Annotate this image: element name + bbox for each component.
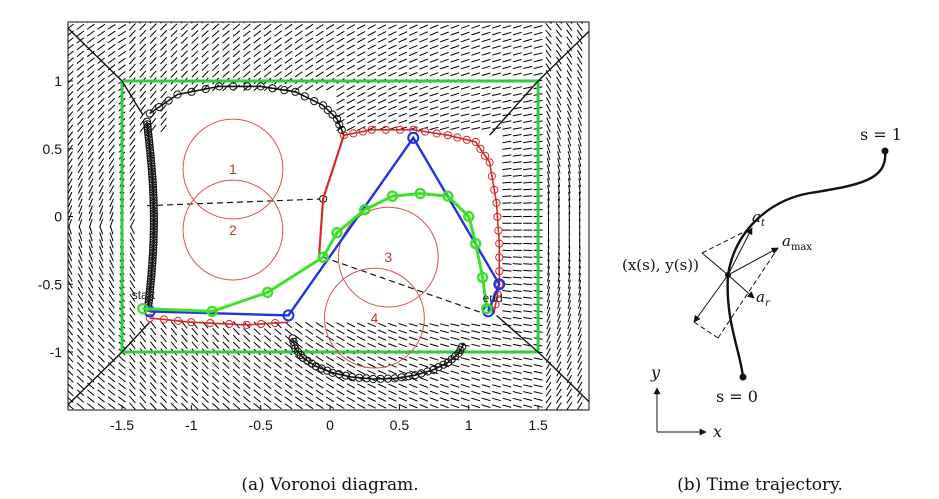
label-ar: ar: [756, 288, 771, 309]
x-axis-ticks: -1.5 -1 -0.5 0 0.5 1 1.5: [110, 405, 548, 433]
obstacle-label: 4: [371, 310, 379, 326]
dashed-edge-1: [693, 321, 719, 339]
paths: start end: [132, 131, 506, 322]
y-tick-label: 1: [54, 73, 62, 89]
obstacles: 1 2 3 4: [182, 118, 439, 369]
voronoi-left-edge: [146, 121, 155, 311]
y-tick-label: 0.5: [43, 141, 63, 157]
start-point: [739, 373, 747, 381]
vector-tangent-back: [693, 274, 729, 323]
obstacle-label: 2: [229, 222, 237, 238]
label-s1: s = 1: [860, 125, 902, 144]
end-label: end: [483, 291, 503, 305]
start-label: start: [132, 288, 156, 302]
label-y: y: [650, 363, 661, 382]
obstacle-circle: [337, 206, 439, 308]
voronoi-inner-path: [317, 134, 345, 258]
y-tick-label: -0.5: [38, 276, 62, 292]
x-tick-label: -0.5: [249, 417, 273, 433]
x-tick-label: 0.5: [390, 417, 410, 433]
dashed-edge-2: [717, 247, 779, 339]
vector-at: [727, 227, 753, 276]
x-tick-label: 1.5: [528, 417, 548, 433]
y-tick-label: -1: [50, 344, 63, 360]
label-x: x: [713, 422, 722, 441]
trajectory-curve: [726, 150, 887, 378]
shortcut-path: [149, 135, 501, 317]
label-at: at: [752, 208, 766, 229]
y-tick-label: 0: [54, 209, 62, 225]
obstacle-circle: [324, 267, 425, 369]
panel-trajectory: s = 1 s = 0 (x(s), y(s)) at amax ar y x …: [622, 125, 902, 495]
voronoi-edges: [68, 27, 589, 406]
obstacle-circle: [182, 179, 284, 281]
x-tick-label: 0: [326, 417, 334, 433]
boundary-box: [120, 79, 540, 354]
label-amax: amax: [782, 232, 812, 253]
caption-b: (b) Time trajectory.: [677, 475, 843, 495]
vector-ar: [727, 274, 755, 299]
plot-background: [68, 22, 589, 410]
obstacle-label: 3: [384, 249, 392, 265]
obstacle-circle: [182, 118, 284, 220]
panel-voronoi: 1 2 3 4 start end -1.5 -1 -0.5 0 0.5 1 1.5 1 0.5 0 -0…: [38, 21, 590, 495]
vector-field: [68, 22, 583, 410]
x-tick-label: -1: [185, 417, 198, 433]
x-tick-label: 1: [465, 417, 473, 433]
x-tick-label: -1.5: [110, 417, 134, 433]
smoothed-path: [142, 191, 489, 313]
end-point: [881, 147, 889, 155]
label-s0: s = 0: [716, 387, 758, 406]
voronoi-bottom-path: [149, 317, 289, 326]
label-point: (x(s), y(s)): [622, 256, 699, 274]
vector-normal-back: [701, 252, 729, 276]
y-axis-ticks: 1 0.5 0 -0.5 -1: [38, 73, 73, 360]
voronoi-top-edge: [149, 85, 345, 136]
vector-amax: [727, 247, 779, 276]
caption-a: (a) Voronoi diagram.: [241, 475, 418, 495]
dashed-edge-3: [701, 227, 753, 254]
obstacle-label: 1: [229, 161, 237, 177]
